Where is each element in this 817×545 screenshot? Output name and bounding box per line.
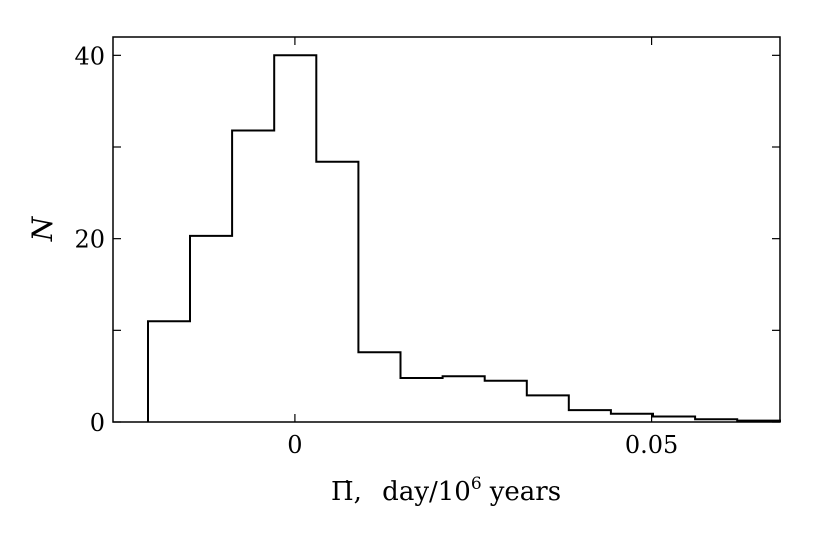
x-axis-label: Π̇, day/106 years — [331, 474, 561, 507]
y-tick-label: 20 — [74, 226, 105, 254]
plot-frame — [112, 36, 781, 423]
tick-labels: 0 0.05 0 20 40 — [74, 42, 678, 459]
axis-ticks — [113, 37, 780, 423]
x-tick-label: 0.05 — [625, 431, 678, 459]
histogram-step-line — [147, 54, 781, 422]
x-axis-label-tail: years — [489, 477, 561, 507]
x-axis-label-exponent: 6 — [471, 474, 482, 494]
y-tick-label: 40 — [74, 42, 105, 70]
x-axis-label-symbol: Π̇, — [331, 477, 362, 507]
y-tick-label: 0 — [90, 409, 105, 437]
y-axis-label: N — [26, 215, 59, 242]
x-axis-label-unit: day/10 — [382, 477, 471, 507]
x-tick-label: 0 — [287, 431, 302, 459]
